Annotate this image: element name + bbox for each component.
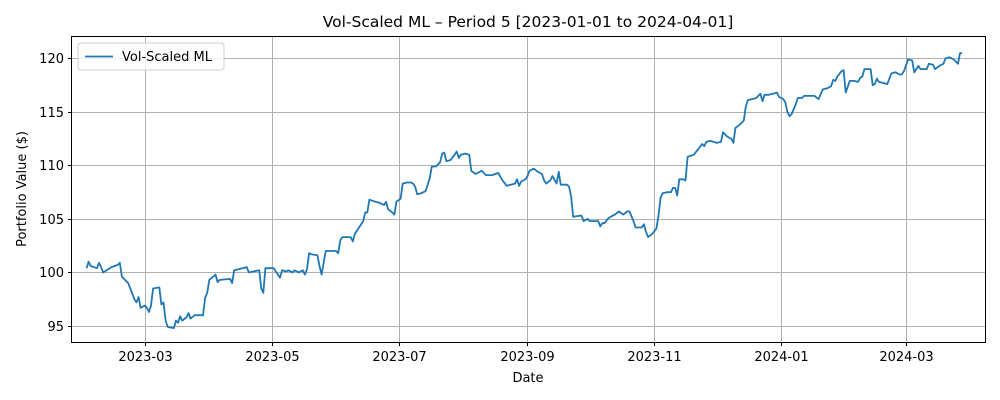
x-tick-label: 2023-09 <box>500 350 554 365</box>
y-tick-label: 105 <box>39 213 64 228</box>
y-tick-label: 120 <box>39 52 64 67</box>
x-tick-label: 2024-03 <box>879 350 933 365</box>
y-tick-label: 110 <box>39 159 64 174</box>
grid-lines <box>72 37 985 342</box>
y-axis-ticks: 95 100 105 110 115 120 <box>39 52 72 335</box>
legend: Vol-Scaled ML <box>77 42 225 71</box>
legend-label-vol-scaled-ml: Vol-Scaled ML <box>122 50 213 65</box>
x-tick-label: 2023-07 <box>372 350 426 365</box>
x-tick-label: 2023-03 <box>118 350 172 365</box>
x-tick-label: 2024-01 <box>754 350 808 365</box>
legend-box <box>77 42 225 71</box>
x-tick-label: 2023-05 <box>245 350 299 365</box>
chart-title: Vol-Scaled ML – Period 5 [2023-01-01 to … <box>323 13 734 31</box>
series-line-vol-scaled-ml <box>85 52 963 329</box>
x-axis-ticks: 2023-03 2023-05 2023-07 2023-09 2023-11 2024-… <box>118 342 934 365</box>
plot-area-frame <box>71 36 986 343</box>
x-axis-label: Date <box>512 371 543 386</box>
x-tick-label: 2023-11 <box>627 350 681 365</box>
y-tick-label: 115 <box>39 106 64 121</box>
y-axis-label: Portfolio Value ($) <box>15 131 30 247</box>
y-tick-label: 95 <box>47 320 64 335</box>
y-tick-label: 100 <box>39 266 64 281</box>
